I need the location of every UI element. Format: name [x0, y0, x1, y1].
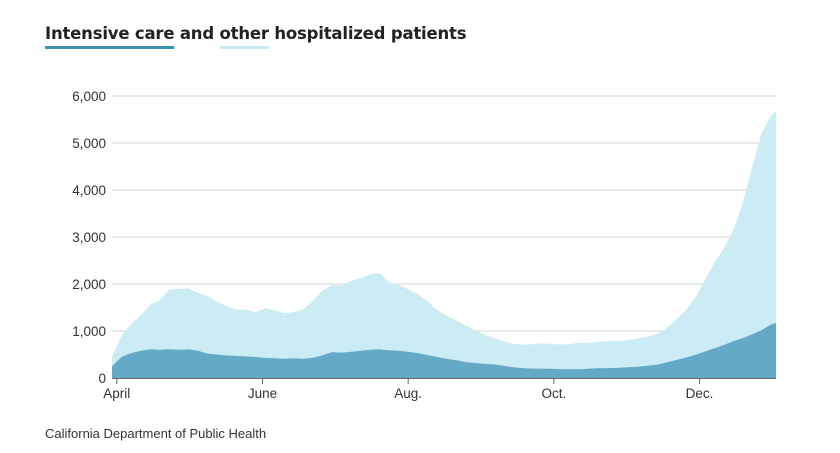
- x-tick-label-april: April: [103, 386, 130, 401]
- y-tick-label-6000: 6,000: [72, 89, 106, 104]
- legend-intensive-care: Intensive care: [45, 24, 175, 49]
- y-tick-label-5000: 5,000: [72, 136, 106, 151]
- x-tick-label-oct: Oct.: [541, 386, 566, 401]
- y-tick-label-0: 0: [98, 371, 106, 386]
- title-rest: hospitalized patients: [274, 24, 467, 43]
- area-intensive-care: [112, 323, 776, 378]
- gridlines: [112, 95, 776, 332]
- area-other-hospitalized: [112, 111, 776, 370]
- area-series: [112, 111, 776, 378]
- chart-title: Intensive care and other hospitalized pa…: [45, 24, 467, 49]
- y-tick-label-3000: 3,000: [72, 230, 106, 245]
- hospitalizations-area-chart: 0 1,000 2,000 3,000 4,000 5,000 6,000 April June…: [72, 89, 776, 401]
- x-tick-label-dec: Dec.: [686, 386, 714, 401]
- y-tick-label-2000: 2,000: [72, 277, 106, 292]
- x-tick-label-aug: Aug.: [394, 386, 422, 401]
- title-and-word: and: [179, 24, 214, 43]
- axes: 0 1,000 2,000 3,000 4,000 5,000 6,000 April June…: [72, 89, 776, 401]
- source-note: California Department of Public Health: [45, 426, 267, 441]
- x-tick-label-june: June: [248, 386, 277, 401]
- legend-other-hospitalized: other: [219, 24, 269, 49]
- y-tick-label-1000: 1,000: [72, 324, 106, 339]
- y-tick-label-4000: 4,000: [72, 183, 106, 198]
